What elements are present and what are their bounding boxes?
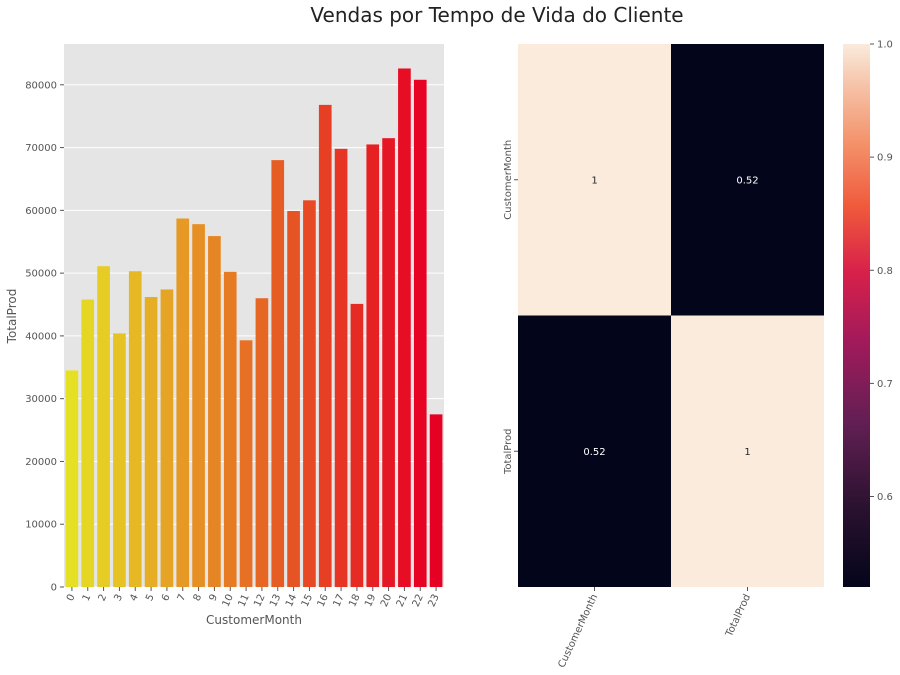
bar	[192, 224, 205, 587]
bar	[350, 303, 364, 587]
bar-y-tick-label: 0	[51, 583, 57, 594]
heatmap-row-label: CustomerMonth	[503, 140, 514, 220]
bar-x-tick-label: 6	[160, 593, 173, 603]
bar-x-tick-label: 1	[81, 593, 94, 603]
bar	[382, 138, 395, 587]
bar-y-tick-label: 70000	[25, 143, 57, 154]
bar-x-tick-label: 20	[379, 593, 394, 609]
bar-x-tick-label: 22	[411, 593, 426, 609]
bar-plot-area	[64, 44, 444, 587]
bar-chart: 0 10000 20000 30000 40000 50000 60000 70000 8000…	[5, 44, 444, 627]
bar	[271, 160, 285, 588]
bar	[429, 414, 443, 587]
bar	[223, 271, 237, 587]
bar-x-tick-label: 2	[97, 593, 110, 603]
bar-x-tick-label: 21	[395, 593, 410, 609]
bar	[334, 148, 348, 587]
bar-x-tick-label: 9	[207, 593, 220, 603]
bar	[287, 210, 300, 587]
bar-x-tick-label: 3	[112, 593, 125, 603]
colorbar-tick-label: 0.9	[877, 153, 893, 164]
figure-title: Vendas por Tempo de Vida do Cliente	[310, 3, 683, 27]
bar-y-tick-label: 10000	[25, 520, 57, 531]
bar-x-tick-label: 14	[284, 593, 299, 609]
bar	[208, 236, 221, 587]
bar-x-tick-label: 17	[331, 593, 346, 609]
bar-y-tick-label: 30000	[25, 394, 57, 405]
bar-y-tick-label: 20000	[25, 457, 57, 468]
bar-y-tick-label: 80000	[25, 80, 57, 91]
heatmap-col-label: CustomerMonth	[556, 593, 600, 670]
bar-x-tick-label: 0	[65, 593, 78, 603]
bar	[176, 218, 190, 587]
heatmap-annotation: 0.52	[583, 447, 605, 458]
colorbar-tick-label: 1.0	[877, 40, 893, 51]
bar	[398, 68, 411, 588]
colorbar-tick-label: 0.6	[877, 492, 893, 503]
heatmap-row-label: TotalProd	[503, 428, 514, 475]
bar-x-tick-label: 16	[316, 593, 331, 609]
bar	[239, 340, 253, 587]
bar	[255, 298, 269, 587]
bar	[81, 299, 95, 587]
bar	[413, 79, 427, 588]
bar	[160, 289, 174, 587]
bar-x-tick-label: 7	[176, 593, 189, 603]
bar-y-tick-label: 50000	[25, 269, 57, 280]
bar-x-tick-label: 11	[236, 593, 251, 609]
correlation-heatmap: 1 0.52 0.52 1 CustomerMonth TotalProd Custome…	[503, 40, 893, 670]
bar-y-axis-label: TotalProd	[5, 289, 19, 345]
bar-x-tick-label: 4	[128, 593, 141, 603]
bar	[366, 144, 380, 587]
bar-y-tick-label: 40000	[25, 331, 57, 342]
heatmap-col-label: TotalProd	[724, 593, 754, 640]
bar	[113, 333, 126, 587]
bar-y-tick-label: 60000	[25, 206, 57, 217]
heatmap-cell	[518, 44, 671, 316]
bar-x-tick-label: 19	[363, 593, 378, 609]
bar-x-tick-label: 13	[268, 593, 283, 609]
colorbar-tick-label: 0.8	[877, 266, 893, 277]
bar	[318, 104, 332, 587]
bar-x-tick-label: 18	[347, 593, 362, 609]
bar	[144, 296, 158, 587]
bar-x-tick-label: 5	[144, 593, 157, 603]
bar-x-tick-label: 15	[300, 593, 315, 609]
heatmap-cell	[518, 315, 671, 587]
bar	[65, 370, 79, 587]
colorbar-tick-label: 0.7	[877, 379, 893, 390]
bar	[303, 200, 316, 588]
bar-x-tick-label: 23	[426, 593, 441, 609]
bar	[97, 266, 110, 587]
heatmap-annotation: 1	[591, 175, 597, 186]
bar-x-tick-label: 8	[192, 593, 205, 603]
bar-x-axis-label: CustomerMonth	[206, 613, 302, 627]
bar-x-tick-label: 10	[221, 593, 236, 609]
heatmap-cell	[671, 315, 824, 587]
colorbar	[843, 44, 870, 587]
heatmap-cell	[671, 44, 824, 316]
heatmap-annotation: 0.52	[736, 175, 758, 186]
bar-x-tick-label: 12	[252, 593, 267, 609]
heatmap-annotation: 1	[744, 447, 750, 458]
bar	[128, 271, 142, 587]
